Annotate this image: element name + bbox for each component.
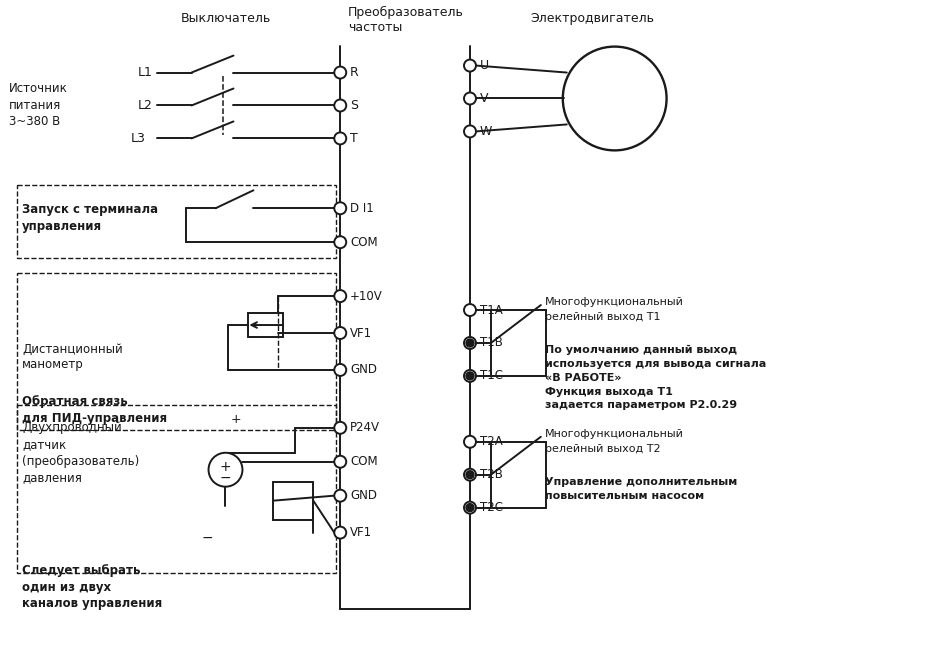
Text: S: S: [349, 99, 358, 112]
Circle shape: [465, 372, 474, 380]
Text: +: +: [220, 460, 231, 474]
Text: R: R: [349, 66, 359, 79]
Bar: [17, 185, 336, 258]
Bar: [248, 313, 283, 337]
Text: T1B: T1B: [479, 337, 502, 349]
Circle shape: [465, 471, 474, 479]
Text: −: −: [201, 530, 213, 544]
Text: T2B: T2B: [479, 468, 502, 481]
Text: +: +: [230, 413, 241, 426]
Text: V: V: [479, 92, 488, 105]
Circle shape: [464, 126, 476, 138]
Circle shape: [334, 422, 346, 434]
Circle shape: [334, 290, 346, 302]
Circle shape: [334, 364, 346, 376]
Circle shape: [209, 453, 242, 487]
Circle shape: [334, 100, 346, 112]
Circle shape: [334, 67, 346, 79]
Circle shape: [464, 469, 476, 481]
Text: T: T: [349, 132, 358, 145]
Text: Управление дополнительным: Управление дополнительным: [544, 477, 736, 487]
Text: T1A: T1A: [479, 303, 502, 317]
Circle shape: [334, 490, 346, 502]
Text: T2A: T2A: [479, 436, 502, 448]
Text: повысительным насосом: повысительным насосом: [544, 491, 704, 501]
Text: −: −: [220, 471, 231, 485]
Text: «В РАБОТЕ»: «В РАБОТЕ»: [544, 373, 621, 383]
Bar: [273, 482, 313, 520]
Circle shape: [334, 327, 346, 339]
Text: частоты: частоты: [348, 21, 402, 34]
Text: +10V: +10V: [349, 290, 383, 303]
Text: VF1: VF1: [349, 526, 372, 539]
Text: задается параметром Р2.0.29: задается параметром Р2.0.29: [544, 400, 736, 410]
Text: Источник
питания
3~380 В: Источник питания 3~380 В: [9, 82, 68, 128]
Circle shape: [334, 132, 346, 144]
Circle shape: [465, 339, 474, 347]
Circle shape: [464, 502, 476, 514]
Text: W: W: [479, 125, 492, 138]
Circle shape: [334, 202, 346, 214]
Text: Дистанционный: Дистанционный: [22, 343, 122, 357]
Bar: [17, 405, 336, 572]
Text: L2: L2: [137, 99, 152, 112]
Text: Многофункциональный: Многофункциональный: [544, 429, 683, 439]
Text: U: U: [479, 59, 489, 72]
Text: Функция выхода Т1: Функция выхода Т1: [544, 387, 672, 397]
Text: L3: L3: [131, 132, 146, 145]
Circle shape: [334, 526, 346, 538]
Text: GND: GND: [349, 363, 377, 377]
Circle shape: [464, 304, 476, 316]
Text: D I1: D I1: [349, 202, 374, 214]
Circle shape: [464, 59, 476, 71]
Text: По умолчанию данный выход: По умолчанию данный выход: [544, 345, 736, 355]
Text: P24V: P24V: [349, 422, 380, 434]
Text: Многофункциональный: Многофункциональный: [544, 297, 683, 307]
Text: используется для вывода сигнала: используется для вывода сигнала: [544, 359, 766, 369]
Text: COM: COM: [349, 455, 377, 468]
Text: Преобразователь: Преобразователь: [348, 6, 464, 19]
Circle shape: [465, 504, 474, 512]
Text: VF1: VF1: [349, 327, 372, 339]
Text: релейный выход Т2: релейный выход Т2: [544, 444, 660, 454]
Text: T1C: T1C: [479, 369, 502, 382]
Text: Следует выбрать
один из двух
каналов управления: Следует выбрать один из двух каналов упр…: [22, 564, 162, 611]
Text: Двухпроводный
датчик
(преобразователь)
давления: Двухпроводный датчик (преобразователь) д…: [22, 422, 139, 484]
Circle shape: [334, 456, 346, 468]
Text: Выключатель: Выключатель: [180, 12, 271, 25]
Text: манометр: манометр: [22, 359, 83, 371]
Circle shape: [334, 236, 346, 248]
Text: релейный выход Т1: релейный выход Т1: [544, 312, 660, 322]
Text: T2C: T2C: [479, 501, 502, 514]
Text: Обратная связь
для ПИД-управления: Обратная связь для ПИД-управления: [22, 395, 167, 425]
Circle shape: [464, 436, 476, 448]
Text: GND: GND: [349, 489, 377, 502]
Bar: [17, 273, 336, 430]
Text: Электродвигатель: Электродвигатель: [529, 12, 654, 25]
Circle shape: [464, 92, 476, 104]
Circle shape: [464, 370, 476, 382]
Text: COM: COM: [349, 236, 377, 248]
Text: Запуск с терминала
управления: Запуск с терминала управления: [22, 203, 158, 232]
Text: L1: L1: [137, 66, 152, 79]
Circle shape: [464, 337, 476, 349]
